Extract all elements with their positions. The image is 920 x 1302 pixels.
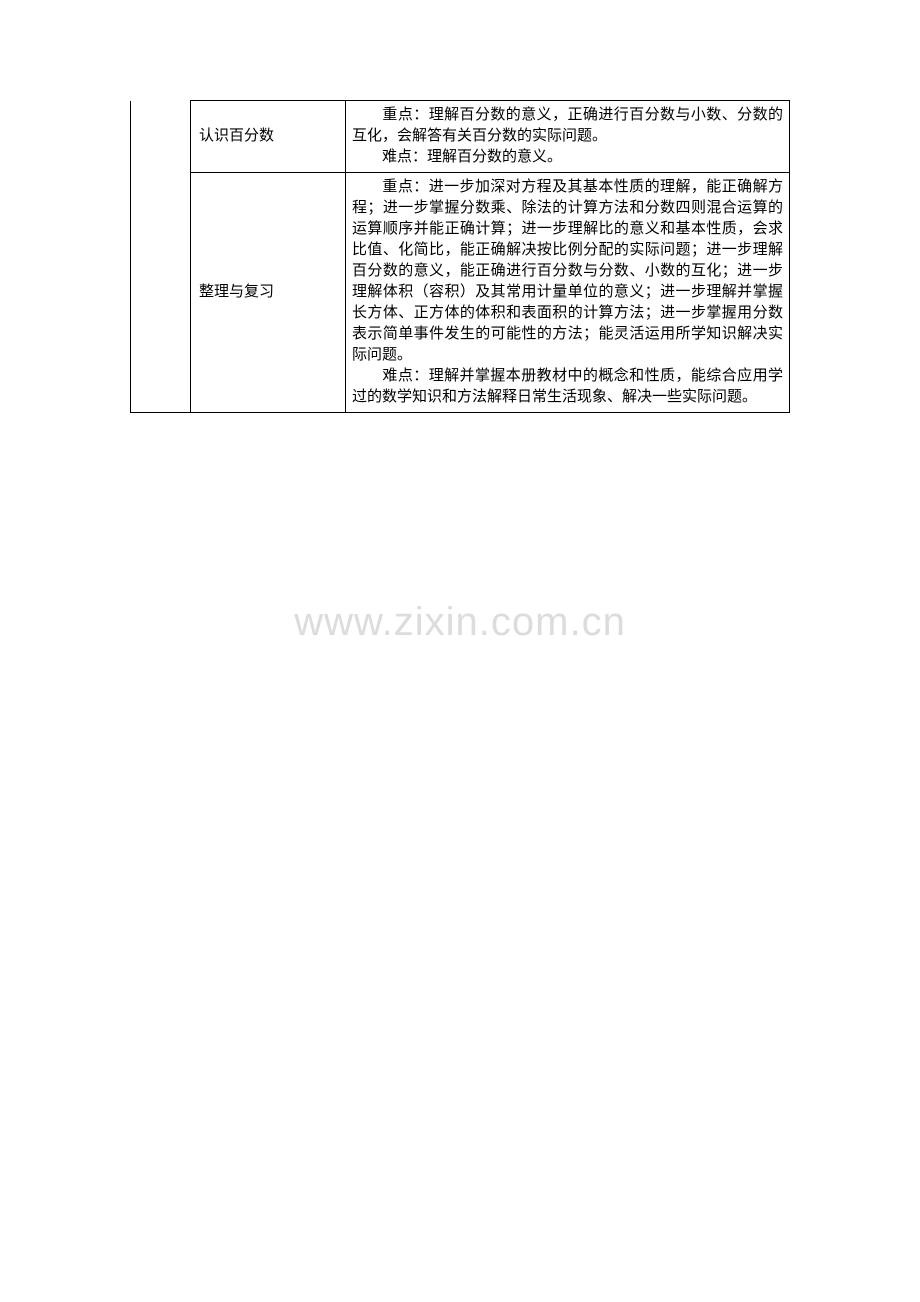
content-text: 难点：理解并掌握本册教材中的概念和性质，能综合应用学过的数学知识和方法解释日常生… (352, 368, 783, 405)
topic-cell: 整理与复习 (191, 173, 346, 413)
watermark-text: www.zixin.com.cn (0, 600, 920, 645)
page-container: 认识百分数 重点：理解百分数的意义，正确进行百分数与小数、分数的互化，会解答有关… (0, 0, 920, 413)
table-row: 认识百分数 重点：理解百分数的意义，正确进行百分数与小数、分数的互化，会解答有关… (131, 101, 790, 173)
content-text: 重点：理解百分数的意义，正确进行百分数与小数、分数的互化，会解答有关百分数的实际… (352, 107, 783, 144)
left-spacer-cell (131, 173, 191, 413)
content-cell: 重点：理解百分数的意义，正确进行百分数与小数、分数的互化，会解答有关百分数的实际… (346, 101, 790, 173)
content-text: 难点：理解百分数的意义。 (382, 149, 562, 165)
content-text: 重点：进一步加深对方程及其基本性质的理解，能正确解方程；进一步掌握分数乘、除法的… (352, 179, 783, 363)
content-table: 认识百分数 重点：理解百分数的意义，正确进行百分数与小数、分数的互化，会解答有关… (130, 100, 790, 413)
table-row: 整理与复习 重点：进一步加深对方程及其基本性质的理解，能正确解方程；进一步掌握分… (131, 173, 790, 413)
topic-cell: 认识百分数 (191, 101, 346, 173)
content-cell: 重点：进一步加深对方程及其基本性质的理解，能正确解方程；进一步掌握分数乘、除法的… (346, 173, 790, 413)
left-spacer-cell (131, 101, 191, 173)
